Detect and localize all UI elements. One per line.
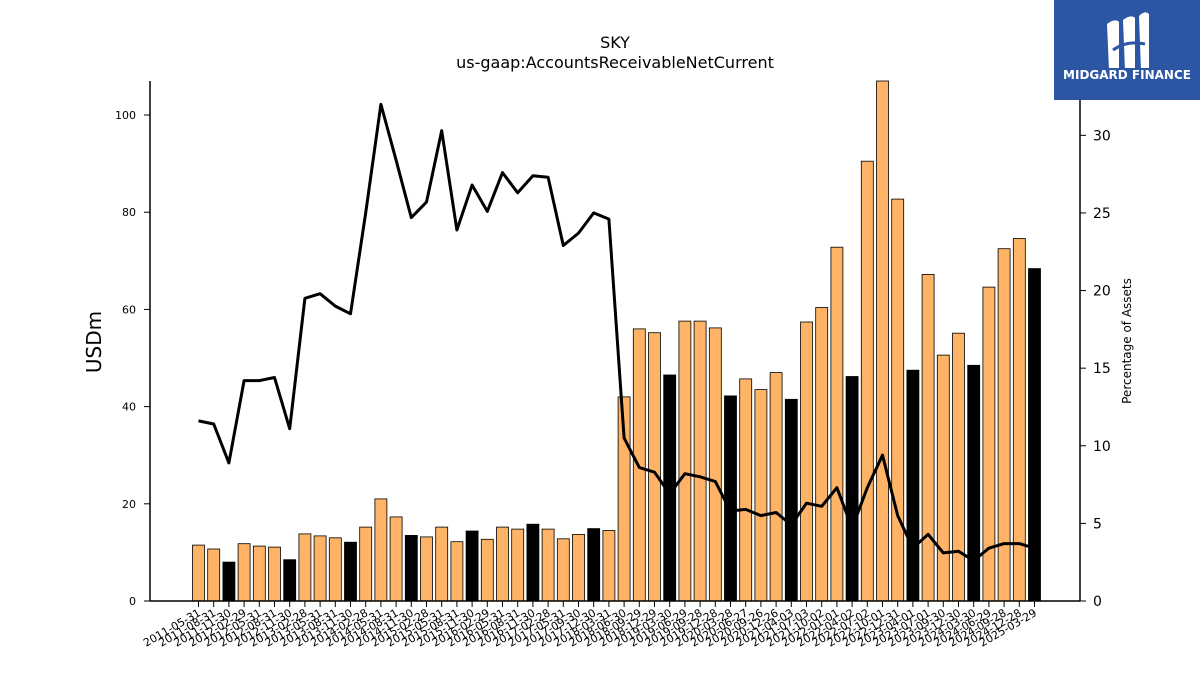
bar <box>891 198 905 602</box>
bar <box>648 332 661 602</box>
y-tick-label: 80 <box>122 206 136 219</box>
y-tick-label: 40 <box>122 401 136 414</box>
y-tick-label: 100 <box>115 109 136 122</box>
bar <box>845 376 859 602</box>
bar <box>344 541 357 602</box>
bar <box>800 321 813 602</box>
bar <box>328 537 342 602</box>
bar <box>587 528 601 602</box>
bar <box>389 516 403 602</box>
brand-name: MIDGARD FINANCE <box>1063 68 1191 82</box>
bar <box>298 533 312 602</box>
bar <box>1028 268 1041 602</box>
bar <box>435 526 449 602</box>
bar <box>359 526 373 602</box>
bar <box>876 80 889 602</box>
bar <box>556 538 570 602</box>
bar <box>480 538 494 602</box>
bar <box>1012 238 1026 602</box>
bar <box>769 372 783 602</box>
chart-title: SKY <box>600 33 630 52</box>
bar <box>404 535 418 602</box>
midgard-logo-icon <box>1107 12 1149 68</box>
bar <box>283 559 297 602</box>
bar <box>192 544 205 602</box>
y2-tick-label: 25 <box>1093 206 1111 222</box>
bar <box>465 530 479 602</box>
bar <box>906 369 920 602</box>
bar <box>496 526 509 602</box>
bar <box>724 395 737 602</box>
bar <box>420 536 433 602</box>
bar <box>997 248 1011 602</box>
bar <box>860 160 874 602</box>
bar <box>936 354 950 602</box>
bar <box>967 364 981 602</box>
y2-tick-label: 15 <box>1093 361 1111 377</box>
axes: 0204060801000510152025302011-05-312011-0… <box>115 81 1111 650</box>
bar <box>815 307 829 602</box>
y-tick-label: 0 <box>129 595 136 608</box>
bar <box>602 530 616 602</box>
bar <box>921 273 935 602</box>
bar <box>237 543 251 602</box>
y2-tick-label: 0 <box>1093 594 1102 610</box>
y2-axis-label: Percentage of Assets <box>1120 278 1134 404</box>
chart-subtitle: us-gaap:AccountsReceivableNetCurrent <box>456 53 774 72</box>
bar <box>784 398 798 602</box>
bar <box>268 546 281 602</box>
bar <box>708 327 722 602</box>
bar <box>952 332 965 602</box>
bar <box>207 548 221 602</box>
pct-of-assets-line <box>198 102 1035 563</box>
bar <box>754 389 768 602</box>
y2-tick-label: 10 <box>1093 439 1111 455</box>
y2-tick-label: 30 <box>1093 128 1111 144</box>
bar <box>572 534 585 602</box>
bar <box>830 246 844 602</box>
y-tick-label: 60 <box>122 303 136 316</box>
y-axis-label: USDm <box>82 311 106 373</box>
brand-logo: MIDGARD FINANCE <box>1054 0 1200 100</box>
y-tick-label: 20 <box>122 498 136 511</box>
bar <box>222 561 236 602</box>
bar <box>739 378 753 602</box>
bar <box>526 523 540 602</box>
y2-tick-label: 5 <box>1093 516 1102 532</box>
bar <box>313 535 327 602</box>
bar <box>541 528 555 602</box>
y2-tick-label: 20 <box>1093 284 1111 300</box>
bar <box>450 541 464 602</box>
bar <box>252 545 266 602</box>
bar <box>693 320 707 602</box>
bar <box>511 528 525 602</box>
bar <box>982 286 996 602</box>
bar <box>678 320 692 602</box>
bar <box>374 498 388 602</box>
